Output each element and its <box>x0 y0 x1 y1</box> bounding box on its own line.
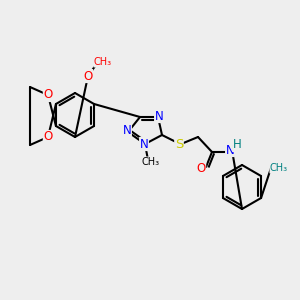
Text: N: N <box>154 110 164 122</box>
Text: N: N <box>140 137 148 151</box>
Text: CH₃: CH₃ <box>94 57 112 67</box>
Text: H: H <box>232 139 242 152</box>
Text: N: N <box>226 143 234 157</box>
Text: O: O <box>83 70 93 83</box>
Text: O: O <box>196 161 206 175</box>
Text: O: O <box>44 130 52 143</box>
Text: N: N <box>123 124 131 137</box>
Text: O: O <box>44 88 52 101</box>
Text: S: S <box>175 137 183 151</box>
Text: CH₃: CH₃ <box>270 163 288 173</box>
Text: CH₃: CH₃ <box>142 157 160 167</box>
